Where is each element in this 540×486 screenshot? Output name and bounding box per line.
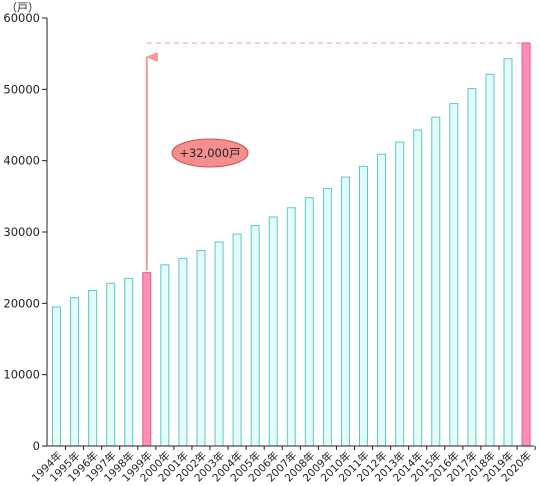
bar	[413, 129, 423, 447]
highlight-bar	[521, 42, 531, 447]
bar	[503, 58, 513, 447]
bar	[322, 187, 332, 447]
bar	[485, 73, 495, 447]
highlight-bar	[142, 272, 152, 447]
y-tick-label: 10000	[3, 368, 40, 382]
y-tick-label: 0	[33, 439, 40, 453]
bars-group	[52, 42, 531, 447]
bar	[395, 141, 405, 447]
y-tick-label: 20000	[3, 296, 40, 310]
bar	[250, 225, 260, 447]
bar	[124, 277, 134, 447]
callout-text: +32,000戸	[179, 146, 240, 160]
bar	[431, 116, 441, 447]
y-tick-label: 30000	[3, 225, 40, 239]
bar	[160, 264, 170, 447]
increase-annotation: +32,000戸	[145, 42, 523, 271]
bar	[286, 207, 296, 447]
y-tick-label: 60000	[3, 11, 40, 25]
bar	[377, 153, 387, 447]
bar	[178, 257, 188, 447]
bar	[88, 289, 98, 447]
y-tick-label: 50000	[3, 82, 40, 96]
bar	[52, 306, 61, 447]
bar	[70, 297, 80, 447]
bar	[232, 233, 242, 447]
bar	[214, 241, 224, 447]
x-axis-ticks: 1994年1995年1996年1997年1998年1999年2000年2001年…	[29, 446, 536, 484]
bar	[467, 88, 477, 447]
bar	[304, 197, 314, 447]
bar	[106, 282, 116, 447]
y-axis-ticks: 0 10000 20000 30000 40000 50000 60000	[3, 11, 47, 453]
bar	[268, 216, 278, 447]
y-axis-unit-label: （戸）	[6, 1, 39, 14]
bar	[196, 250, 206, 447]
callout-bubble	[171, 138, 249, 168]
y-tick-label: 40000	[3, 154, 40, 168]
bar	[449, 103, 459, 447]
bar	[359, 165, 369, 447]
bar	[340, 176, 350, 447]
